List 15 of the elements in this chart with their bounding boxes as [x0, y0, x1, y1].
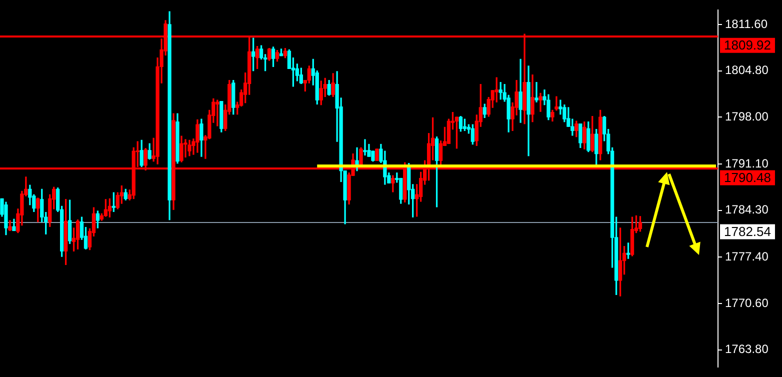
ref-line-label: 1790.48 — [724, 170, 771, 185]
y-tick-label: 1763.80 — [725, 342, 769, 356]
y-tick-label: 1811.60 — [725, 16, 768, 31]
y-tick-label: 1798.00 — [725, 109, 769, 124]
y-tick-label: 1804.80 — [725, 63, 769, 78]
y-tick-label: 1791.10 — [725, 156, 769, 170]
candlestick — [534, 82, 538, 102]
ref-line-label: 1782.54 — [724, 224, 771, 239]
y-tick-label: 1784.30 — [725, 202, 769, 217]
candlestick — [538, 92, 542, 112]
candlestick — [554, 96, 558, 111]
y-tick-label: 1777.40 — [725, 250, 769, 264]
candlestick — [363, 139, 367, 156]
y-tick-label: 1770.60 — [725, 296, 769, 310]
ref-line-label: 1809.92 — [724, 38, 771, 52]
